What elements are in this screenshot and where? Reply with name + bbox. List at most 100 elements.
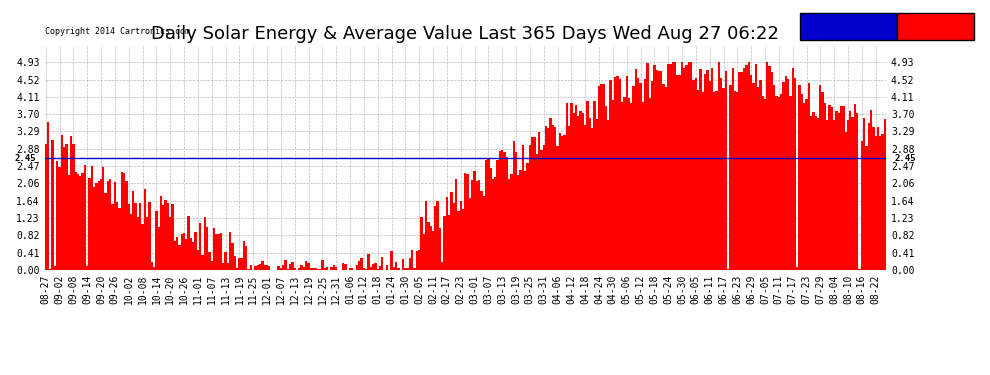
Bar — [185, 239, 187, 270]
Bar — [314, 268, 317, 270]
Bar — [256, 265, 259, 270]
Bar — [430, 226, 432, 270]
Bar — [662, 84, 664, 270]
Bar — [171, 204, 173, 270]
Bar — [393, 267, 395, 270]
Bar — [144, 189, 146, 270]
Bar — [676, 75, 678, 270]
Bar — [544, 126, 547, 270]
Bar — [268, 266, 270, 270]
Bar — [139, 203, 142, 270]
Bar — [660, 70, 662, 270]
Bar — [473, 171, 475, 270]
Bar — [766, 62, 768, 270]
Bar — [775, 96, 778, 270]
Bar — [135, 202, 137, 270]
Bar — [425, 201, 428, 270]
Bar — [86, 267, 88, 270]
Bar — [284, 260, 287, 270]
Bar — [633, 86, 635, 270]
Bar — [372, 264, 374, 270]
Bar — [515, 152, 517, 270]
Bar — [367, 254, 369, 270]
Bar — [860, 141, 863, 270]
Bar — [870, 110, 872, 270]
Bar — [877, 127, 879, 270]
Bar — [657, 72, 660, 270]
Bar — [579, 111, 582, 270]
Bar — [150, 262, 152, 270]
Bar — [702, 92, 704, 270]
Bar — [737, 92, 739, 270]
Bar — [812, 112, 815, 270]
Bar — [764, 99, 766, 270]
Bar — [379, 266, 381, 270]
Bar — [549, 118, 551, 270]
Bar — [386, 265, 388, 270]
Bar — [437, 201, 439, 270]
Bar — [162, 205, 164, 270]
Bar — [723, 88, 725, 270]
Bar — [152, 267, 155, 270]
Bar — [157, 228, 159, 270]
Bar — [376, 269, 379, 270]
Bar — [600, 84, 603, 270]
Bar — [254, 266, 256, 270]
Bar — [105, 193, 107, 270]
Bar — [563, 135, 565, 270]
Bar — [499, 151, 501, 270]
Bar — [688, 62, 690, 270]
Bar — [799, 86, 801, 270]
Bar — [794, 78, 796, 270]
Bar — [50, 268, 51, 270]
Bar — [423, 234, 425, 270]
Bar — [123, 173, 126, 270]
Bar — [215, 234, 218, 270]
Bar — [395, 262, 397, 270]
Bar — [56, 161, 58, 270]
Bar — [142, 224, 144, 270]
Bar — [192, 242, 194, 270]
Bar — [718, 62, 720, 270]
Bar — [236, 268, 239, 270]
Bar — [342, 263, 345, 270]
Bar — [439, 228, 442, 270]
Bar — [197, 250, 199, 270]
Bar — [752, 83, 754, 270]
Bar — [416, 251, 418, 270]
Bar — [457, 211, 459, 270]
Bar — [842, 106, 844, 270]
Bar — [213, 228, 215, 270]
Bar — [307, 263, 310, 270]
Bar — [568, 126, 570, 270]
Bar — [319, 269, 321, 270]
Bar — [204, 217, 206, 270]
Bar — [674, 62, 676, 270]
Bar — [211, 261, 213, 270]
Bar — [628, 98, 631, 270]
Bar — [695, 78, 697, 270]
Bar — [739, 72, 741, 270]
Bar — [232, 243, 234, 270]
Bar — [291, 262, 294, 270]
Bar — [116, 202, 119, 270]
Bar — [577, 116, 579, 270]
Bar — [492, 179, 494, 270]
Bar — [730, 85, 732, 270]
Bar — [471, 180, 473, 270]
Bar — [531, 137, 534, 270]
Bar — [789, 96, 792, 270]
Bar — [836, 111, 838, 270]
Bar — [685, 65, 688, 270]
Bar — [468, 198, 471, 270]
Bar — [128, 204, 130, 270]
Bar — [655, 70, 657, 270]
Bar — [865, 146, 867, 270]
Bar — [58, 167, 60, 270]
Bar — [810, 116, 812, 270]
Bar — [817, 118, 819, 270]
Bar — [826, 120, 829, 270]
Bar — [743, 69, 745, 270]
Text: Daily  ($): Daily ($) — [900, 22, 958, 32]
Bar — [489, 168, 492, 270]
